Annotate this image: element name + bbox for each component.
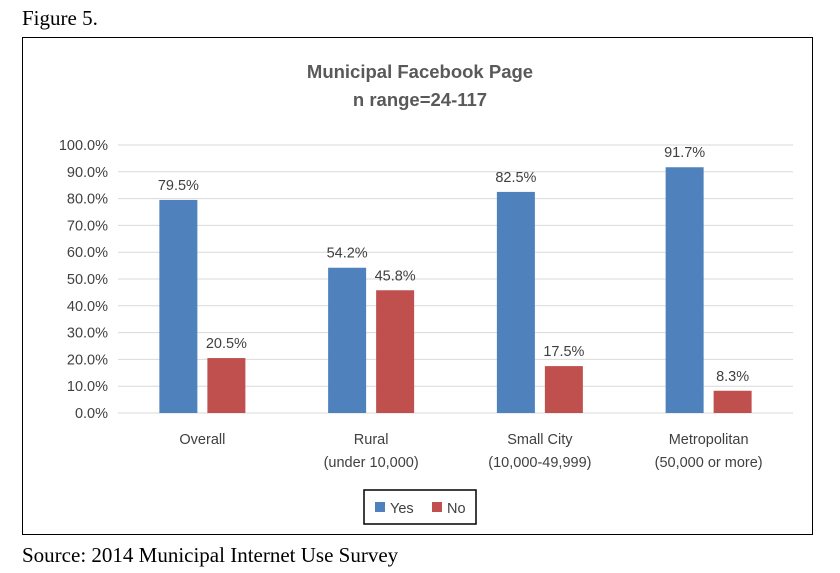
category-label: Rural bbox=[354, 432, 389, 448]
data-label: 91.7% bbox=[664, 145, 705, 161]
y-tick-label: 90.0% bbox=[67, 165, 108, 181]
data-label: 54.2% bbox=[327, 246, 368, 262]
y-axis-ticks: 0.0% 10.0% 20.0% 30.0% 40.0% 50.0% 60.0% 70.0% 8… bbox=[59, 138, 108, 422]
legend-label-no: No bbox=[447, 501, 466, 517]
bar-no bbox=[207, 358, 246, 413]
chart-frame: Municipal Facebook Page n range=24-117 0… bbox=[22, 37, 813, 535]
y-tick-label: 60.0% bbox=[67, 245, 108, 261]
y-tick-label: 100.0% bbox=[59, 138, 108, 154]
bar-no bbox=[376, 290, 415, 413]
data-label: 82.5% bbox=[495, 170, 536, 186]
legend-swatch-yes bbox=[375, 502, 385, 512]
y-tick-label: 10.0% bbox=[67, 379, 108, 395]
y-tick-label: 80.0% bbox=[67, 192, 108, 208]
legend-label-yes: Yes bbox=[390, 501, 414, 517]
bar-yes bbox=[496, 191, 535, 413]
category-label: Small City bbox=[507, 432, 573, 448]
legend-swatch-no bbox=[432, 502, 442, 512]
source-note: Source: 2014 Municipal Internet Use Surv… bbox=[22, 543, 399, 567]
y-tick-label: 20.0% bbox=[67, 352, 108, 368]
data-label: 8.3% bbox=[716, 369, 749, 385]
y-tick-label: 50.0% bbox=[67, 272, 108, 288]
category-label: Metropolitan bbox=[669, 432, 749, 448]
bar-no bbox=[713, 390, 752, 413]
category-label: (under 10,000) bbox=[324, 455, 419, 471]
y-tick-label: 0.0% bbox=[75, 406, 108, 422]
figure-label: Figure 5. bbox=[22, 6, 98, 30]
bar-yes bbox=[159, 199, 198, 413]
bar-no bbox=[544, 366, 583, 413]
bar-yes bbox=[328, 267, 367, 413]
data-label: 20.5% bbox=[206, 336, 247, 352]
data-label: 17.5% bbox=[543, 344, 584, 360]
data-label: 79.5% bbox=[158, 178, 199, 194]
data-label: 45.8% bbox=[375, 268, 416, 284]
y-tick-label: 40.0% bbox=[67, 299, 108, 315]
category-label: (10,000-49,999) bbox=[488, 455, 591, 471]
y-tick-label: 30.0% bbox=[67, 326, 108, 342]
bars bbox=[159, 167, 752, 413]
data-labels: 79.5% 20.5% 54.2% 45.8% 82.5% 17.5% 91.7% 8.3% bbox=[158, 145, 749, 385]
chart-title: Municipal Facebook Page bbox=[307, 61, 533, 82]
bar-yes bbox=[665, 167, 704, 413]
category-label: (50,000 or more) bbox=[655, 455, 763, 471]
x-axis-categories: Overall Rural (under 10,000) Small City (10,… bbox=[179, 432, 762, 471]
chart-subtitle: n range=24-117 bbox=[353, 89, 487, 110]
bar-chart: Municipal Facebook Page n range=24-117 0… bbox=[59, 61, 793, 525]
category-label: Overall bbox=[179, 432, 225, 448]
y-tick-label: 70.0% bbox=[67, 218, 108, 234]
legend: Yes No bbox=[363, 489, 477, 525]
